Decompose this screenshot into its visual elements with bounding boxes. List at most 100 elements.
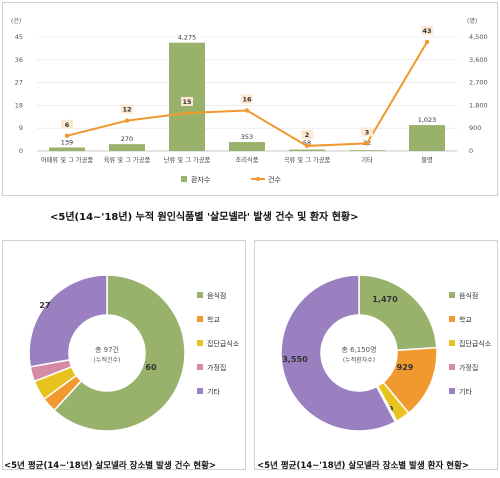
y-right-tick-label: 900 <box>469 124 481 132</box>
legend-swatch <box>449 316 455 322</box>
legend-swatch <box>197 292 203 298</box>
donut-center-label: 총 6,150명 <box>341 345 376 354</box>
bar-patients <box>229 142 265 151</box>
bar-patients <box>409 125 445 151</box>
legend-label: 가정집 <box>207 363 226 372</box>
donut-slice <box>28 274 108 368</box>
legend-swatch <box>197 388 203 394</box>
legend-label-cases: 건수 <box>268 175 281 184</box>
donut-patients-caption: <5년 평균(14~'18년) 살모넬라 장소별 발생 환자 현황> <box>257 461 470 471</box>
legend-label: 음식점 <box>207 291 226 300</box>
legend-swatch <box>449 340 455 346</box>
donut-data-label: 3,550 <box>282 355 308 364</box>
legend-label: 학교 <box>207 315 220 324</box>
y-left-tick-label: 27 <box>15 79 23 87</box>
legend-label: 기타 <box>207 387 220 396</box>
y-left-tick-label: 18 <box>15 101 23 109</box>
y-right-tick-label: 2,700 <box>469 79 488 87</box>
donut-center-sub: (누적환자수) <box>343 356 375 364</box>
bar-patients <box>349 150 385 151</box>
y-left-tick-label: 36 <box>15 56 23 64</box>
line-point <box>64 133 70 138</box>
x-category-label: 곡류 및 그 가공품 <box>284 155 331 164</box>
y-right-tick-label: 4,500 <box>469 33 488 41</box>
line-data-label: 12 <box>122 106 131 114</box>
legend-label: 음식점 <box>459 291 478 300</box>
legend-swatch <box>197 364 203 370</box>
legend-label-patients: 환자수 <box>191 175 211 184</box>
donut-cases-caption: <5년 평균(14~'18년) 살모넬라 장소별 발생 건수 현황> <box>4 461 217 471</box>
legend-swatch <box>449 292 455 298</box>
legend-label: 학교 <box>459 315 472 324</box>
line-point <box>244 108 250 113</box>
line-point <box>364 141 370 146</box>
donut-center-sub: (누적건수) <box>94 356 121 364</box>
x-category-label: 기타 <box>361 155 373 164</box>
donut-data-label: 1,470 <box>372 295 398 304</box>
legend-marker-cases <box>256 177 260 181</box>
line-point <box>124 118 130 123</box>
legend-swatch <box>449 388 455 394</box>
line-data-label: 2 <box>305 131 310 139</box>
legend-label: 가정집 <box>459 363 478 372</box>
bar-patients <box>109 144 145 151</box>
line-data-label: 16 <box>242 95 252 103</box>
line-data-label: 3 <box>365 128 370 136</box>
bar-data-label: 270 <box>121 135 133 143</box>
y-left-tick-label: 9 <box>19 124 23 132</box>
bar-patients <box>49 147 85 151</box>
line-label-bg <box>421 26 433 36</box>
line-data-label: 6 <box>65 121 70 129</box>
bar-patients <box>289 149 325 151</box>
y-right-tick-label: 3,600 <box>469 56 488 64</box>
combo-chart-caption: <5년(14~'18년) 누적 원인식품별 '살모넬라' 발생 건수 및 환자 … <box>50 212 359 223</box>
y-left-unit: (건) <box>11 17 21 25</box>
line-data-label: 15 <box>182 98 192 106</box>
line-point <box>184 110 190 116</box>
line-label-bg <box>361 127 373 137</box>
combo-chart-panel: (건) (명) 0 0 9 900 18 1,800 27 2,700 36 3,600 45 4,500… <box>2 2 498 196</box>
y-right-tick-label: 1,800 <box>469 101 488 109</box>
bar-label-bg <box>296 138 318 147</box>
x-category-label: 어패류 및 그 가공품 <box>41 155 94 164</box>
legend-swatch <box>449 364 455 370</box>
line-label-bg <box>241 94 253 104</box>
bar-data-label: 58 <box>303 139 311 147</box>
x-category-label: 육류 및 그 가공품 <box>104 155 151 164</box>
x-category-label: 조리식품 <box>235 155 258 164</box>
bar-label-bg <box>236 132 258 142</box>
y-left-tick-label: 0 <box>19 147 23 155</box>
bar-data-label: 353 <box>241 133 253 141</box>
y-right-unit: (명) <box>467 17 477 25</box>
bar-patients <box>169 42 205 152</box>
line-data-label: 43 <box>422 27 431 35</box>
donut-slice <box>358 274 438 352</box>
donut-slice <box>280 274 397 432</box>
bar-data-label: 1,023 <box>418 116 437 124</box>
line-label-bg <box>301 129 313 139</box>
legend-label: 기타 <box>459 387 472 396</box>
bar-data-label: 139 <box>61 138 73 146</box>
legend-swatch <box>197 316 203 322</box>
y-left-tick-label: 45 <box>15 33 23 41</box>
donut-data-label: 929 <box>397 363 414 372</box>
x-category-label: 난류 및 그 가공품 <box>164 155 211 164</box>
x-category-label: 불명 <box>421 155 433 164</box>
legend-swatch <box>197 340 203 346</box>
line-point <box>304 143 310 149</box>
legend-label: 집단급식소 <box>207 339 240 348</box>
donut-slice <box>53 274 186 432</box>
bar-label-bg <box>416 115 438 125</box>
line-point <box>424 39 430 45</box>
bar-label-bg <box>116 134 138 144</box>
bar-label-bg <box>56 137 78 147</box>
bar-label-bg <box>176 32 198 42</box>
bar-data-label: 4,275 <box>178 34 197 42</box>
donut-center-label: 총 97건 <box>95 345 119 354</box>
line-label-bg <box>61 119 73 129</box>
y-right-tick-label: 0 <box>469 147 473 155</box>
